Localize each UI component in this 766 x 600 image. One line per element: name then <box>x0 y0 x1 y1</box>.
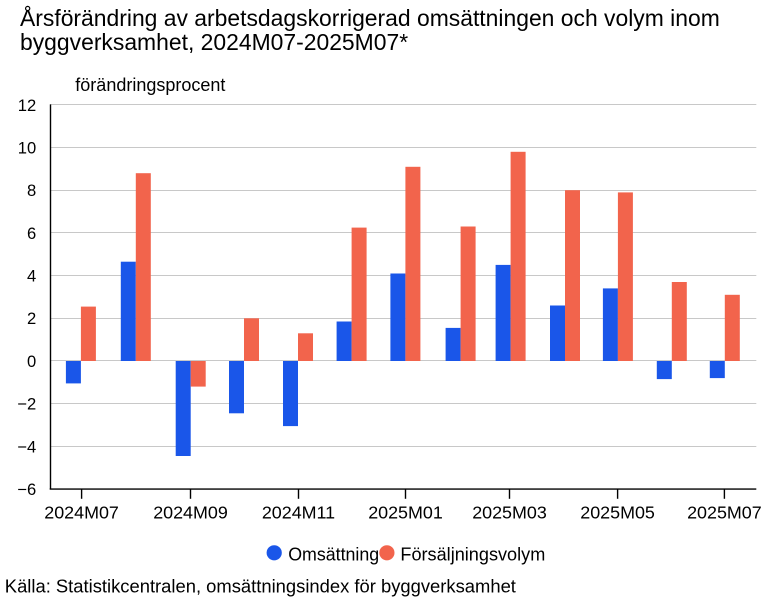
svg-text:12: 12 <box>18 96 36 115</box>
svg-text:byggverksamhet, 2024M07-2025M0: byggverksamhet, 2024M07-2025M07* <box>20 29 408 55</box>
svg-text:2024M09: 2024M09 <box>153 502 228 522</box>
svg-text:4: 4 <box>27 267 36 286</box>
svg-text:2: 2 <box>27 309 36 328</box>
svg-text:10: 10 <box>18 139 36 158</box>
svg-text:förändringsprocent: förändringsprocent <box>75 75 225 95</box>
svg-text:−2: −2 <box>17 395 36 414</box>
svg-text:Årsförändring av arbetsdagskor: Årsförändring av arbetsdagskorrigerad om… <box>20 5 720 31</box>
svg-text:6: 6 <box>27 224 36 243</box>
svg-text:−6: −6 <box>17 480 36 499</box>
svg-text:2025M07: 2025M07 <box>687 502 762 522</box>
svg-text:8: 8 <box>27 181 36 200</box>
svg-text:0: 0 <box>27 352 36 371</box>
svg-text:−4: −4 <box>17 437 36 456</box>
svg-text:Försäljningsvolym: Försäljningsvolym <box>400 545 545 565</box>
svg-text:2024M11: 2024M11 <box>262 502 335 522</box>
svg-text:2025M01: 2025M01 <box>368 502 443 522</box>
svg-text:2024M07: 2024M07 <box>44 502 119 522</box>
svg-text:Källa: Statistikcentralen, oms: Källa: Statistikcentralen, omsättningsin… <box>5 576 516 597</box>
svg-text:Omsättning: Omsättning <box>288 545 379 565</box>
svg-text:2025M03: 2025M03 <box>472 502 547 522</box>
svg-text:2025M05: 2025M05 <box>580 502 655 522</box>
